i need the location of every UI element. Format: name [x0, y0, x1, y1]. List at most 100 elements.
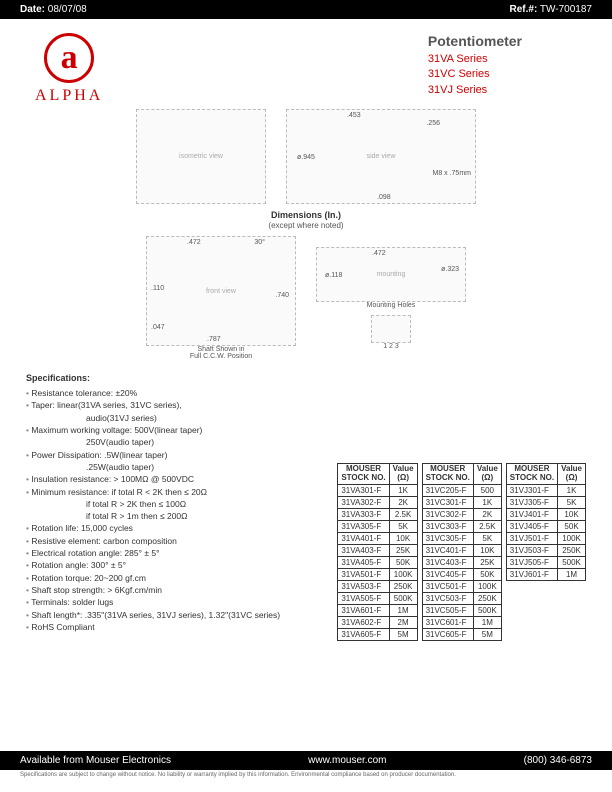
cell-value: 10K: [558, 508, 586, 520]
dim-dia: ø.945: [297, 154, 315, 161]
cell-value: 10K: [389, 532, 417, 544]
pins-caption: 1 2 3: [316, 343, 466, 350]
table-row: 31VC601-F1M: [422, 616, 501, 628]
table-row: 31VJ501-F100K: [506, 532, 585, 544]
footer-center: www.mouser.com: [308, 755, 386, 766]
cell-stock: 31VC303-F: [422, 520, 473, 532]
cell-value: 2.5K: [473, 520, 501, 532]
table-row: 31VA503-F250K: [338, 580, 417, 592]
table-row: 31VC301-F1K: [422, 496, 501, 508]
footer-black: Available from Mouser Electronics www.mo…: [0, 751, 612, 770]
dim-fw: .787: [207, 336, 221, 343]
footer-left: Available from Mouser Electronics: [20, 755, 171, 766]
header-date: Date: 08/07/08: [20, 4, 87, 15]
spec-item: Maximum working voltage: 500V(linear tap…: [26, 424, 586, 436]
diagram-side-label: side view: [367, 153, 396, 160]
cell-value: 250K: [558, 544, 586, 556]
table-row: 31VJ601-F1M: [506, 568, 585, 580]
table-row: 31VJ401-F10K: [506, 508, 585, 520]
table-row: 31VC205-F500: [422, 484, 501, 496]
front-caption: Shaft Shown in Full C.C.W. Position: [146, 346, 296, 360]
cell-stock: 31VJ601-F: [506, 568, 557, 580]
spec-item: Power Dissipation: .5W(linear taper): [26, 449, 586, 461]
cell-stock: 31VA301-F: [338, 484, 389, 496]
table-row: 31VA602-F2M: [338, 616, 417, 628]
dim-ftop: .472: [187, 239, 201, 246]
cell-value: 1K: [558, 484, 586, 496]
cell-stock: 31VC405-F: [422, 568, 473, 580]
cell-value: 500K: [558, 556, 586, 568]
cell-value: 25K: [389, 544, 417, 556]
th-stock: MOUSER STOCK NO.: [422, 464, 473, 485]
cell-value: 500K: [473, 604, 501, 616]
cell-value: 50K: [389, 556, 417, 568]
spec-item: Resistance tolerance: ±20%: [26, 387, 586, 399]
cell-value: 1M: [389, 604, 417, 616]
cell-stock: 31VC601-F: [422, 616, 473, 628]
th-value: Value (Ω): [558, 464, 586, 485]
cell-value: 2.5K: [389, 508, 417, 520]
diagram-front-label: front view: [206, 288, 236, 295]
cell-value: 100K: [473, 580, 501, 592]
cell-stock: 31VC302-F: [422, 508, 473, 520]
cell-value: 5K: [558, 496, 586, 508]
diagram-row-top: isometric view side view .453 .256 ø.945…: [30, 109, 582, 204]
diagrams-section: isometric view side view .453 .256 ø.945…: [0, 109, 612, 360]
diagram-mount-wrap: mounting .472 ø.118 ø.323 Mounting Holes…: [316, 247, 466, 350]
spec-item: audio(31VJ series): [26, 412, 586, 424]
mount-caption: Mounting Holes: [316, 302, 466, 309]
spec-item: 250V(audio taper): [26, 436, 586, 448]
ref-label: Ref.#:: [510, 4, 538, 15]
cell-value: 500: [473, 484, 501, 496]
dimensions-label: Dimensions (In.): [30, 210, 582, 220]
diagram-front-wrap: front view .472 30° .110 .047 .740 .787 …: [146, 236, 296, 360]
table-row: 31VJ405-F50K: [506, 520, 585, 532]
table-row: 31VC305-F5K: [422, 532, 501, 544]
table-row: 31VA303-F2.5K: [338, 508, 417, 520]
table-row: 31VA501-F100K: [338, 568, 417, 580]
cell-value: 2M: [389, 616, 417, 628]
table-row: 31VC605-F5M: [422, 628, 501, 640]
table-row: 31VJ503-F250K: [506, 544, 585, 556]
dim-md2: ø.323: [441, 266, 459, 273]
cell-stock: 31VA505-F: [338, 592, 389, 604]
cell-stock: 31VC605-F: [422, 628, 473, 640]
cell-value: 1M: [473, 616, 501, 628]
diagram-side: side view .453 .256 ø.945 M8 x .75mm .09…: [286, 109, 476, 204]
cell-value: 5K: [473, 532, 501, 544]
header-ref: Ref.#: TW-700187: [510, 4, 592, 15]
dim-mc: .472: [372, 250, 386, 257]
cell-stock: 31VC401-F: [422, 544, 473, 556]
table-row: 31VC405-F50K: [422, 568, 501, 580]
logo-brand: ALPHA: [35, 87, 103, 105]
title-block: Potentiometer 31VA Series 31VC Series 31…: [428, 33, 522, 105]
stock-table: MOUSER STOCK NO.Value (Ω)31VC205-F50031V…: [422, 463, 502, 641]
stock-table: MOUSER STOCK NO.Value (Ω)31VA301-F1K31VA…: [337, 463, 417, 641]
series-1: 31VC Series: [428, 67, 522, 82]
cell-stock: 31VA601-F: [338, 604, 389, 616]
dim-l2: .047: [151, 324, 165, 331]
diagram-mounting: mounting .472 ø.118 ø.323: [316, 247, 466, 302]
table-row: 31VA405-F50K: [338, 556, 417, 568]
diagram-mount-label: mounting: [377, 271, 406, 278]
cell-value: 100K: [558, 532, 586, 544]
spec-item: Taper: linear(31VA series, 31VC series),: [26, 399, 586, 411]
dim-w: .453: [347, 112, 361, 119]
cell-stock: 31VA602-F: [338, 616, 389, 628]
cell-stock: 31VA501-F: [338, 568, 389, 580]
table-row: 31VA605-F5M: [338, 628, 417, 640]
cell-value: 5K: [389, 520, 417, 532]
date-label: Date:: [20, 4, 45, 15]
cell-stock: 31VA405-F: [338, 556, 389, 568]
dim-fh: .740: [275, 292, 289, 299]
cell-value: 10K: [473, 544, 501, 556]
cell-stock: 31VC301-F: [422, 496, 473, 508]
cell-value: 50K: [473, 568, 501, 580]
diagram-pins: [371, 315, 411, 343]
cell-value: 50K: [558, 520, 586, 532]
th-value: Value (Ω): [473, 464, 501, 485]
diagram-front: front view .472 30° .110 .047 .740 .787: [146, 236, 296, 346]
footer-right: (800) 346-6873: [524, 755, 592, 766]
cell-stock: 31VC305-F: [422, 532, 473, 544]
footer-fine: Specifications are subject to change wit…: [0, 770, 612, 780]
